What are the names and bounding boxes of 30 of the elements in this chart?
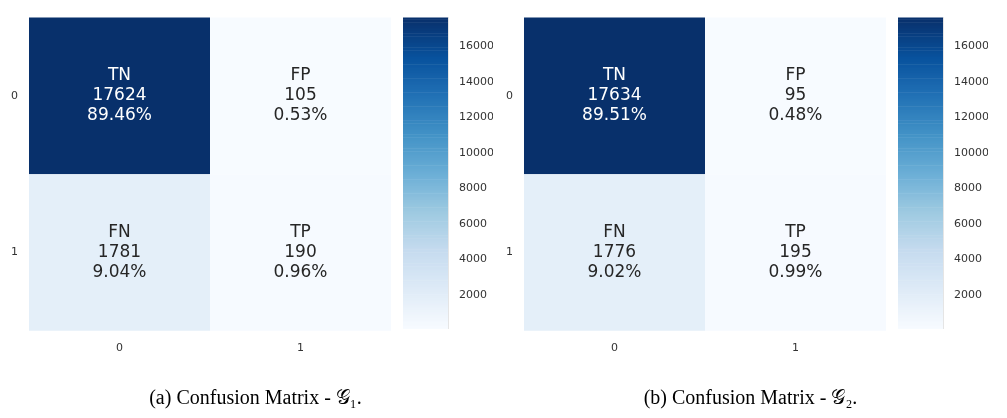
color-bar-label: 14000 <box>459 74 494 88</box>
x-tick-label: 0 <box>116 341 123 355</box>
data-label: FN 1781 9.04% <box>92 220 147 281</box>
color-bar-label: 16000 <box>954 39 989 53</box>
color-bar-label: 16000 <box>459 39 494 53</box>
color-bar-label: 4000 <box>954 252 982 266</box>
data-label: FN 1776 9.02% <box>587 220 642 281</box>
color-bar-label: 2000 <box>954 287 982 301</box>
data-label: FP 95 0.48% <box>768 64 823 125</box>
color-bar-label: 10000 <box>459 145 494 159</box>
color-bar-label: 2000 <box>459 287 487 301</box>
color-bar-label: 10000 <box>954 145 989 159</box>
data-label: TP 195 0.99% <box>768 220 823 281</box>
text: (b) Confusion Matrix - 𝒢₂. <box>642 386 859 409</box>
x-tick-label: 1 <box>792 341 799 355</box>
data-label: TN 17634 89.51% <box>582 64 647 125</box>
color-bar-label: 8000 <box>954 181 982 195</box>
color-bar-label: 6000 <box>459 216 487 230</box>
color-bar-label: 4000 <box>459 252 487 266</box>
data-label: FP 105 0.53% <box>273 64 328 125</box>
color-bar-label: 14000 <box>954 74 989 88</box>
color-bar-label: 8000 <box>459 181 487 195</box>
color-bar-label: 12000 <box>459 110 494 124</box>
color-bar-label: 6000 <box>954 216 982 230</box>
data-label: TN 17624 89.46% <box>87 64 152 125</box>
color-bar-label: 12000 <box>954 110 989 124</box>
data-label: TP 190 0.96% <box>273 220 328 281</box>
text: (a) Confusion Matrix - 𝒢₁. <box>148 386 363 409</box>
x-tick-label: 1 <box>297 341 304 355</box>
x-tick-label: 0 <box>611 341 618 355</box>
